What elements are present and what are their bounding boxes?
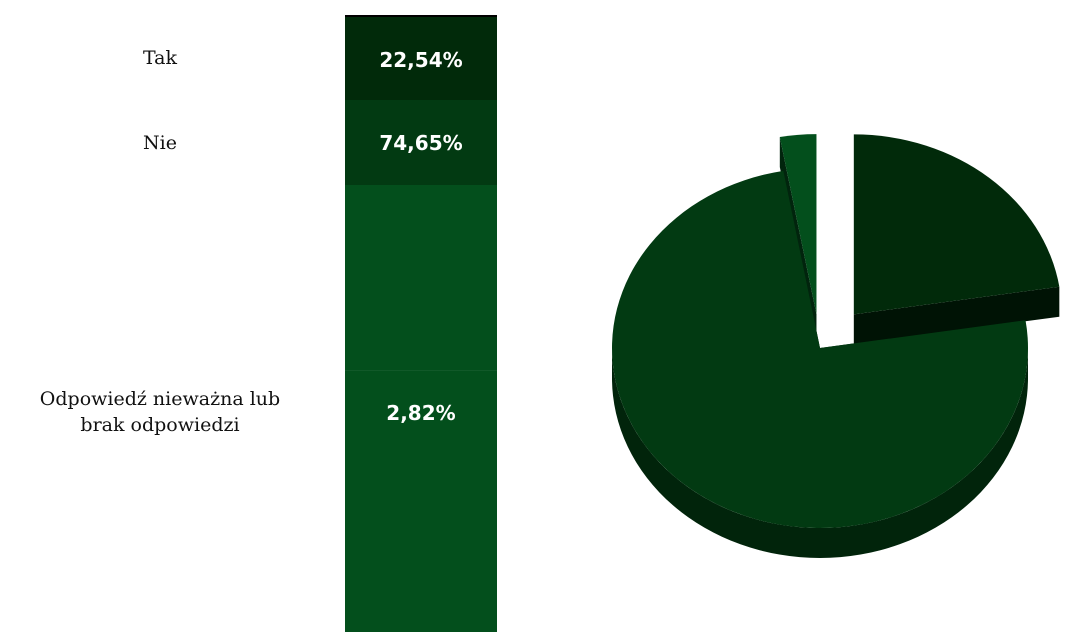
legend-value-tak: 22,54% — [345, 15, 497, 102]
pie-slice-side-1 — [612, 348, 1028, 558]
pie-slice-2 — [779, 134, 817, 315]
legend-label-nie: Nie — [143, 132, 177, 154]
value-label-nie: 74,65% — [379, 130, 463, 155]
value-label-tak: 22,54% — [379, 47, 463, 72]
legend-value-invalid: 2,82% — [345, 185, 497, 632]
pie-slice-1 — [611, 170, 1028, 529]
legend-label-tak: Tak — [142, 47, 178, 69]
divider — [345, 370, 497, 371]
legend-value-nie: 74,65% — [345, 100, 497, 185]
pie-slice-wall-0-1 — [853, 286, 1060, 345]
value-label-invalid: 2,82% — [386, 401, 456, 425]
legend-value-column: 22,54% 74,65% 2,82% — [345, 15, 497, 632]
pie-slice-0 — [853, 134, 1060, 315]
legend-label-invalid: Odpowiedź nieważna lub brak odpowiedzi — [39, 388, 281, 436]
